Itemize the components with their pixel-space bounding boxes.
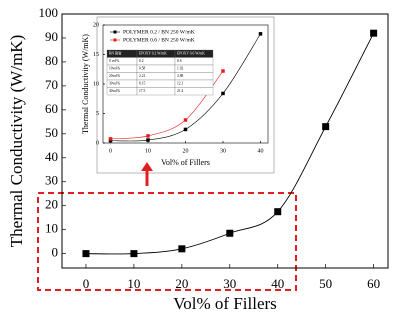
data-point: [258, 32, 263, 36]
y-tick-label: 70: [45, 77, 58, 92]
x-tick-label: 60: [367, 276, 380, 291]
y-tick-label: 100: [39, 5, 59, 20]
table-text: 2.21: [139, 74, 145, 78]
x-tick-label: 20: [183, 148, 189, 154]
x-tick-label: 0: [109, 148, 112, 154]
table-text: 0.58: [139, 67, 145, 71]
y-tick-label: 0: [52, 245, 59, 260]
x-tick-label: 0: [83, 276, 90, 291]
plot-content: [82, 29, 378, 258]
y-axis-label: Thermal Conductivity (W/mK): [7, 35, 26, 247]
y-tick-label: 20: [45, 197, 58, 212]
legend-marker: [113, 38, 117, 42]
data-point: [274, 208, 282, 216]
table-text: 8.15: [139, 82, 145, 86]
table-text: 0.2: [139, 59, 144, 63]
table-text: 0.6: [177, 59, 182, 63]
x-tick-label: 40: [271, 276, 284, 291]
y-tick-label: 10: [93, 81, 99, 87]
table-text: 12.1: [177, 82, 183, 86]
x-tick-label: 10: [145, 148, 151, 154]
data-point: [146, 134, 150, 138]
table-text: 30vol%: [109, 82, 120, 86]
data-point: [183, 127, 188, 132]
data-point: [322, 123, 330, 131]
arrow-head: [141, 162, 153, 171]
x-tick-label: 50: [319, 276, 332, 291]
y-tick-label: 30: [45, 173, 58, 188]
data-point: [221, 69, 225, 73]
x-axis-label: Vol% of Fillers: [173, 294, 277, 313]
data-point: [130, 250, 138, 258]
data-point: [178, 245, 186, 253]
table-text: 0 vol%: [109, 59, 119, 63]
legend-label: POLYMER 0.6 / BN 250 W/mK: [123, 37, 195, 43]
table-text: 10vol%: [109, 67, 120, 71]
y-tick-label: 90: [45, 29, 58, 44]
data-point: [226, 229, 234, 237]
x-tick-label: 40: [258, 148, 264, 154]
plot-frame: [61, 13, 389, 269]
data-point: [370, 29, 378, 37]
y-tick-label: 0: [96, 140, 99, 146]
x-axis-label: Vol% of Fillers: [161, 158, 210, 167]
x-tick-label: 30: [223, 276, 236, 291]
data-point: [146, 138, 150, 142]
data-point: [108, 137, 113, 141]
x-tick-label: 30: [220, 148, 226, 154]
table-text: 40vol%: [109, 89, 120, 93]
x-tick-label: 10: [127, 276, 140, 291]
data-point: [183, 118, 188, 122]
y-tick-label: 50: [45, 125, 58, 140]
x-tick-label: 20: [175, 276, 188, 291]
y-tick-label: 80: [45, 53, 58, 68]
y-tick-label: 5: [96, 111, 99, 117]
data-point: [82, 250, 90, 258]
table-cell: [174, 87, 214, 96]
y-tick-label: 60: [45, 101, 58, 116]
table-header-text: BN 함량: [109, 51, 122, 56]
table-text: 17.5: [139, 89, 145, 93]
table-text: 1.02: [177, 67, 183, 71]
legend-label: POLYMER 0.2 / BN 250 W/mK: [123, 29, 195, 35]
data-point: [108, 138, 113, 143]
y-tick-label: 20: [93, 22, 99, 28]
table-text: 21.4: [177, 89, 183, 93]
table-header-text: EPOXY 0.2 W/mK: [139, 52, 167, 56]
table-text: 20vol%: [109, 74, 120, 78]
table-header-text: EPOXY 0.6 W/mK: [177, 52, 205, 56]
legend-marker: [113, 30, 117, 34]
y-tick-label: 40: [45, 149, 58, 164]
y-tick-label: 10: [45, 221, 58, 236]
highlight-box: [37, 192, 297, 291]
table-text: 3.88: [177, 74, 183, 78]
y-axis-label: Thermal Conductivity (W/mK): [81, 34, 90, 134]
y-tick-label: 15: [93, 52, 99, 58]
data-point: [221, 91, 225, 96]
